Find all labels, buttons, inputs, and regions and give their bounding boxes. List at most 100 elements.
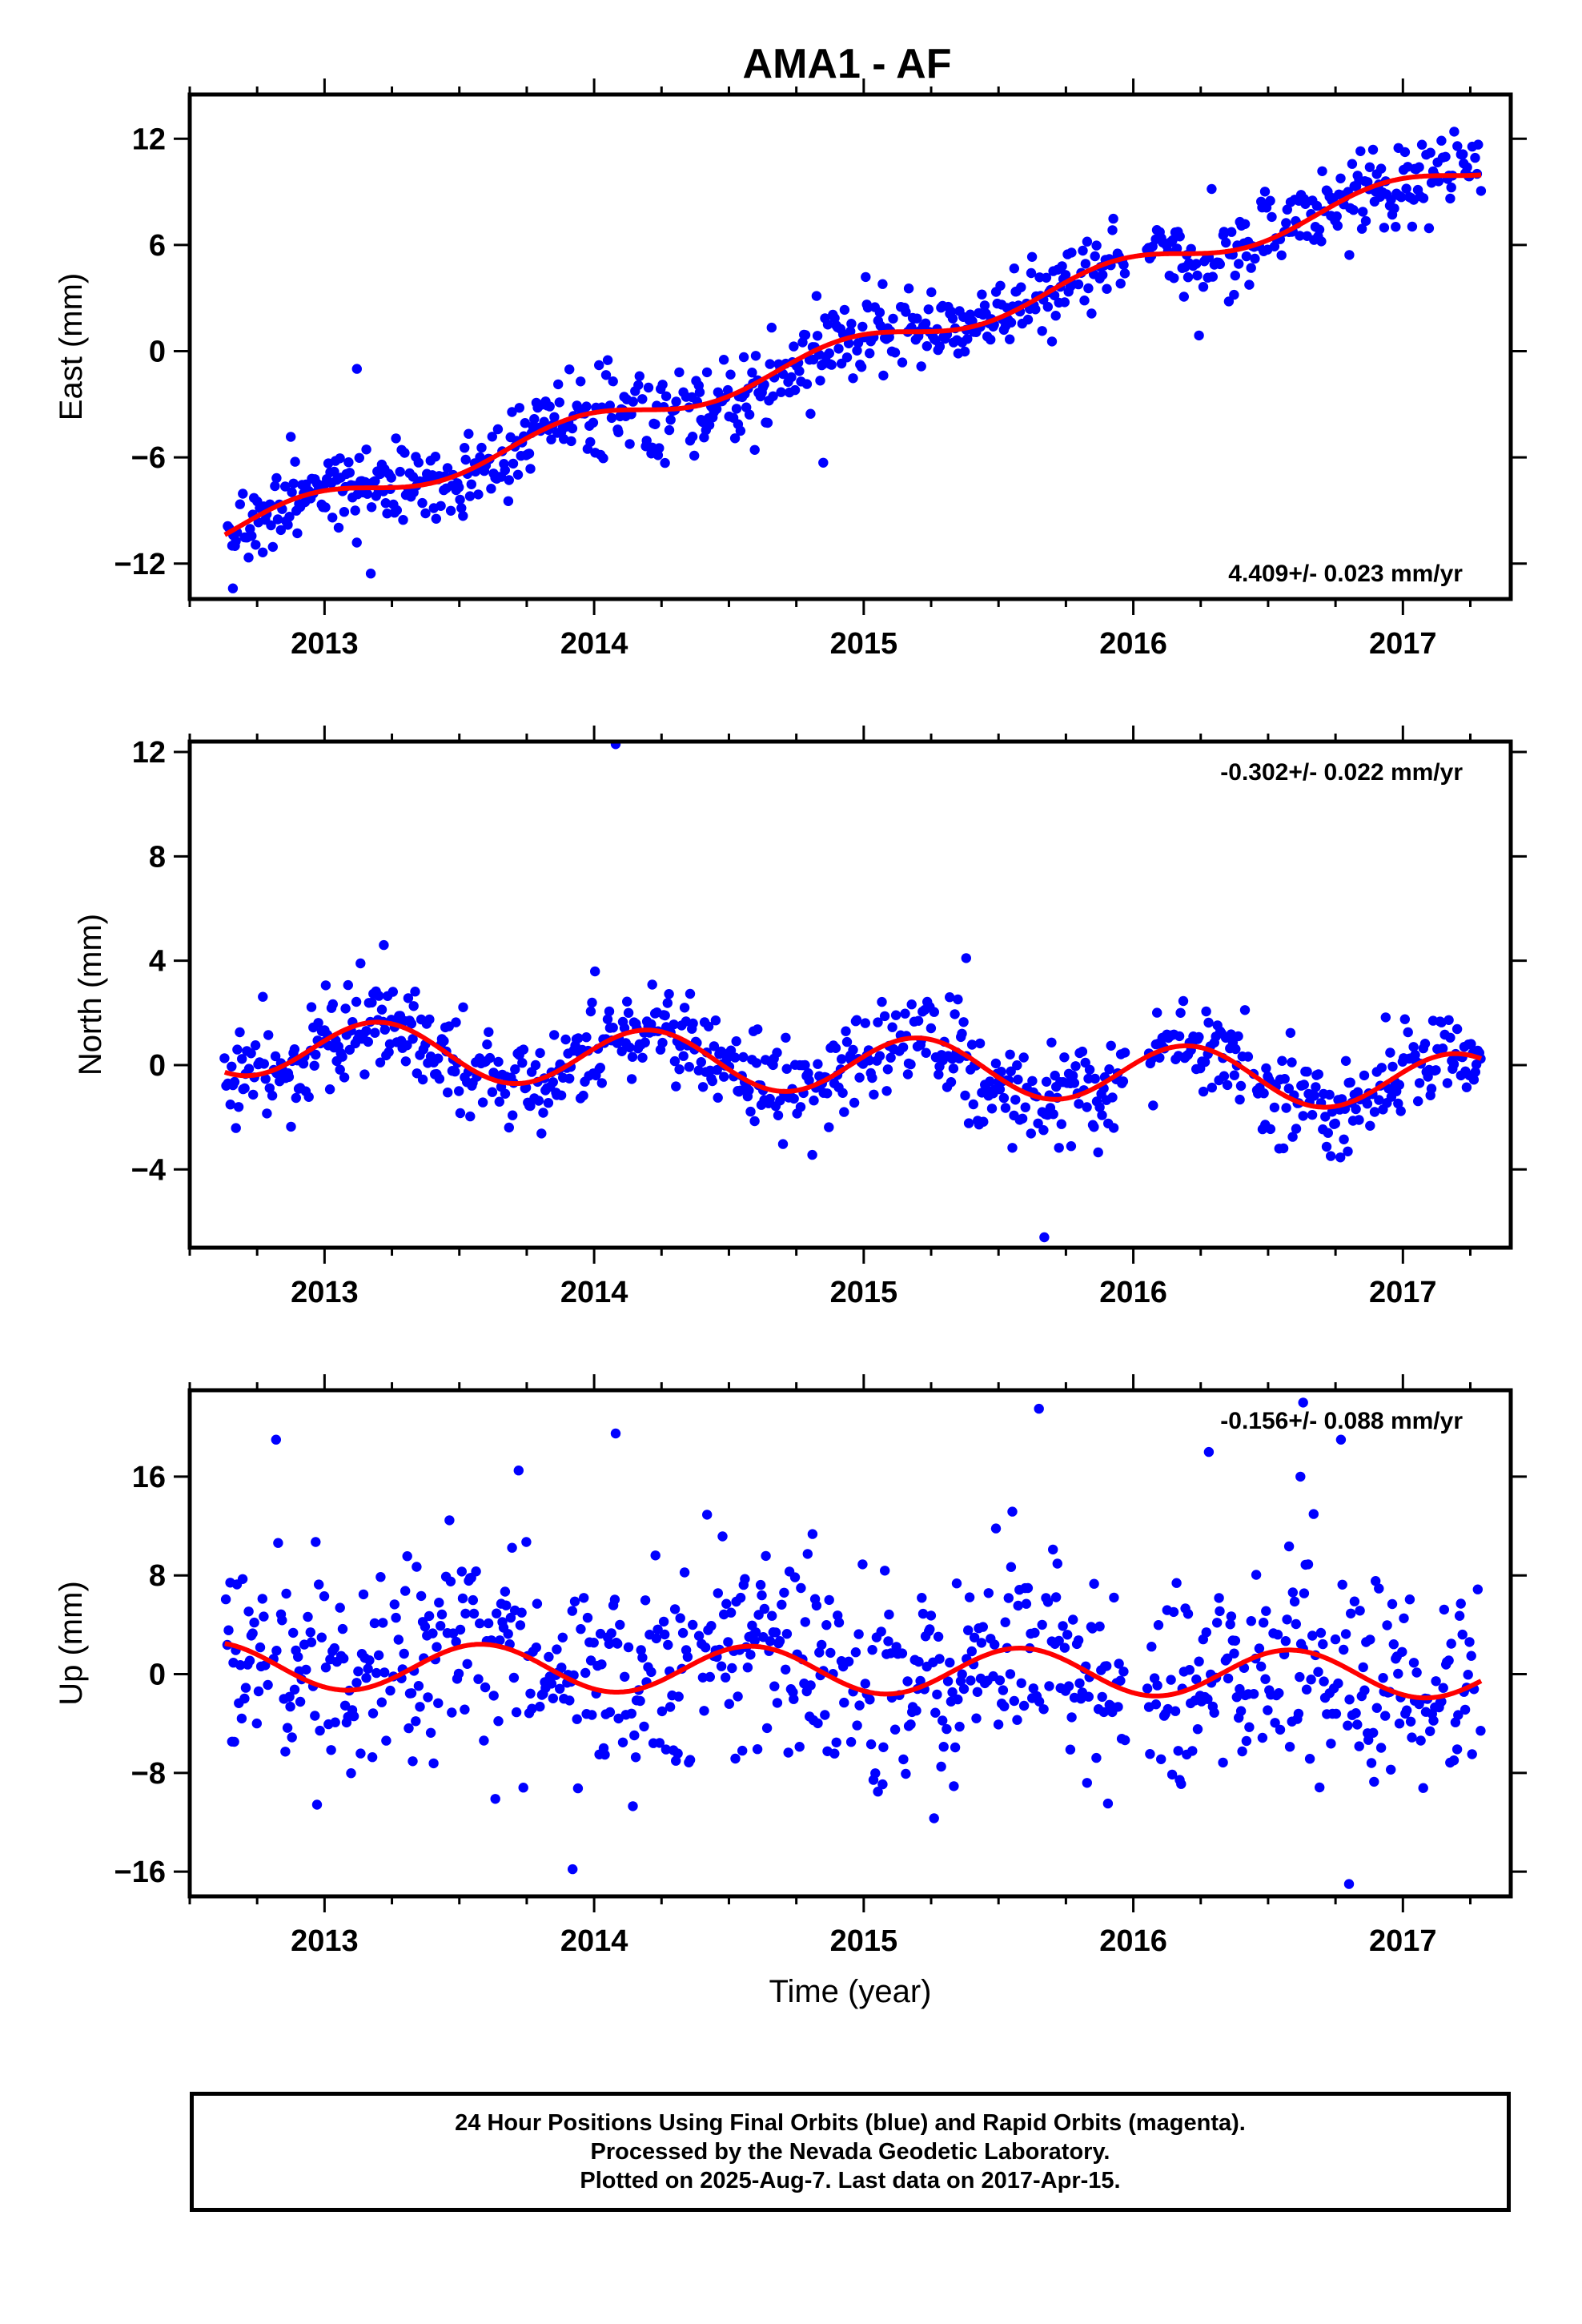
data-point bbox=[324, 1084, 335, 1095]
data-point bbox=[359, 1069, 370, 1080]
data-point bbox=[471, 1566, 481, 1577]
data-point bbox=[311, 1799, 323, 1810]
data-point bbox=[604, 1006, 615, 1017]
data-point bbox=[582, 1612, 593, 1623]
data-point bbox=[219, 1053, 230, 1063]
x-tick-label: 2017 bbox=[1369, 627, 1437, 661]
data-point bbox=[1199, 1056, 1211, 1068]
data-point bbox=[628, 396, 638, 407]
data-point bbox=[1145, 1749, 1155, 1759]
data-point bbox=[1170, 1706, 1181, 1716]
data-point bbox=[865, 1739, 877, 1750]
data-point bbox=[1330, 1118, 1341, 1129]
data-point bbox=[505, 1612, 516, 1623]
data-point bbox=[1473, 139, 1484, 150]
data-point bbox=[612, 1638, 623, 1649]
data-point bbox=[473, 489, 484, 500]
data-point bbox=[1118, 259, 1129, 270]
data-point bbox=[673, 1691, 684, 1702]
data-point bbox=[529, 414, 540, 424]
data-point bbox=[923, 304, 934, 315]
y-tick-label: 6 bbox=[149, 229, 166, 263]
data-point bbox=[330, 1717, 340, 1727]
data-point bbox=[482, 1039, 492, 1050]
data-point bbox=[628, 1801, 638, 1811]
data-point bbox=[813, 1059, 823, 1069]
data-point bbox=[765, 1093, 775, 1104]
data-point bbox=[994, 1675, 1006, 1686]
y-tick-label: −8 bbox=[131, 1757, 166, 1791]
data-point bbox=[1049, 290, 1060, 301]
data-point bbox=[531, 1642, 541, 1653]
data-point bbox=[650, 419, 661, 429]
data-point bbox=[1119, 268, 1130, 279]
data-point bbox=[432, 1642, 442, 1652]
data-point bbox=[682, 1651, 693, 1663]
data-point bbox=[837, 1054, 847, 1064]
data-point bbox=[1060, 270, 1071, 280]
data-point bbox=[873, 1787, 883, 1797]
data-point bbox=[1446, 1638, 1456, 1649]
data-point bbox=[1278, 1143, 1289, 1154]
data-point bbox=[671, 1081, 681, 1092]
x-tick-label: 2015 bbox=[830, 1276, 898, 1309]
data-point bbox=[685, 988, 696, 999]
data-point bbox=[1048, 1109, 1058, 1120]
data-point bbox=[789, 1093, 799, 1104]
data-point bbox=[1339, 1134, 1349, 1145]
data-point bbox=[1041, 1076, 1052, 1088]
data-point bbox=[1359, 1685, 1370, 1695]
data-point bbox=[1050, 1592, 1062, 1602]
y-axis-label: North (mm) bbox=[73, 914, 108, 1076]
data-point bbox=[969, 1632, 980, 1642]
data-point bbox=[1319, 1676, 1329, 1687]
data-point bbox=[235, 499, 245, 509]
data-point bbox=[1074, 1678, 1085, 1689]
data-point bbox=[1365, 1120, 1375, 1132]
data-point bbox=[1283, 1084, 1295, 1094]
data-point bbox=[1445, 1032, 1456, 1043]
data-point bbox=[839, 304, 850, 316]
data-point bbox=[382, 509, 392, 519]
data-point bbox=[824, 348, 835, 359]
data-point bbox=[883, 1636, 893, 1647]
x-tick-label: 2016 bbox=[1099, 627, 1167, 661]
data-point bbox=[822, 1088, 833, 1099]
data-point bbox=[1257, 1732, 1268, 1743]
data-point bbox=[696, 1057, 706, 1068]
data-point bbox=[848, 373, 858, 384]
data-point bbox=[640, 1037, 650, 1047]
data-point bbox=[906, 999, 917, 1010]
x-tick-label: 2015 bbox=[830, 1924, 898, 1958]
data-point bbox=[663, 1639, 673, 1651]
data-point bbox=[1003, 1593, 1014, 1603]
data-point bbox=[354, 452, 364, 463]
data-point bbox=[878, 1742, 889, 1752]
data-point bbox=[263, 1679, 273, 1691]
data-point bbox=[255, 1642, 266, 1653]
caption-line-2: Processed by the Nevada Geodetic Laborat… bbox=[590, 2139, 1110, 2165]
data-point bbox=[344, 468, 355, 478]
data-point bbox=[1367, 144, 1379, 155]
outlier-point bbox=[1343, 1879, 1355, 1889]
data-point bbox=[794, 1742, 805, 1752]
data-point bbox=[1174, 231, 1185, 242]
data-point bbox=[627, 1051, 638, 1062]
data-point bbox=[839, 1697, 849, 1708]
data-point bbox=[781, 1063, 792, 1074]
data-point bbox=[675, 1613, 685, 1623]
data-point bbox=[608, 1023, 618, 1033]
data-point bbox=[900, 1008, 910, 1019]
plot-area bbox=[220, 1397, 1486, 1889]
data-point bbox=[796, 1582, 806, 1594]
data-point bbox=[280, 1747, 291, 1757]
data-point bbox=[1006, 317, 1017, 328]
data-point bbox=[327, 513, 338, 523]
data-point bbox=[556, 1090, 567, 1101]
data-point bbox=[243, 1606, 254, 1617]
caption-line-1: 24 Hour Positions Using Final Orbits (bl… bbox=[455, 2110, 1246, 2136]
data-point bbox=[959, 346, 970, 357]
data-point bbox=[480, 1682, 491, 1693]
data-point bbox=[532, 1598, 543, 1609]
data-point bbox=[288, 1627, 299, 1638]
